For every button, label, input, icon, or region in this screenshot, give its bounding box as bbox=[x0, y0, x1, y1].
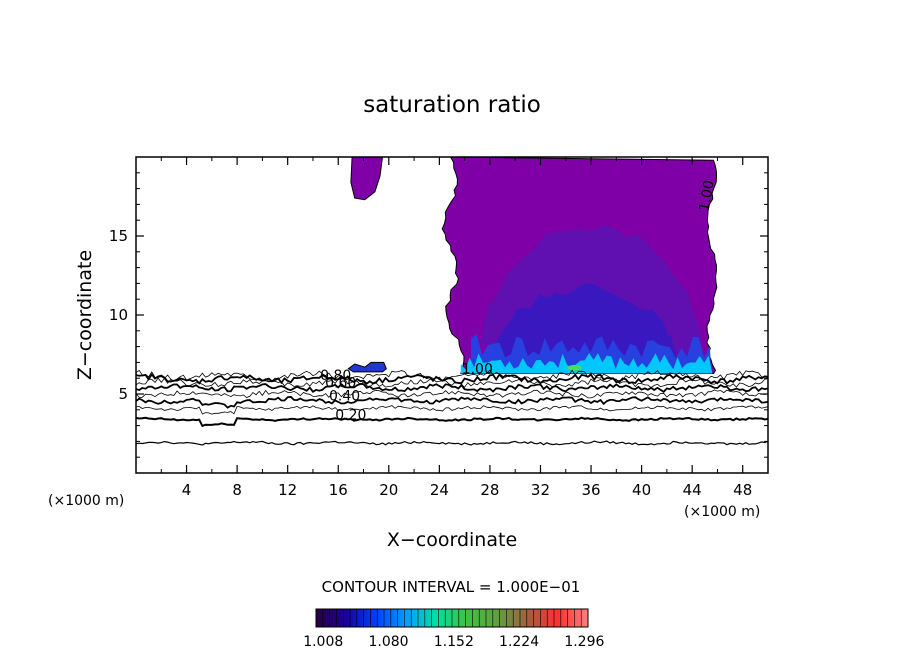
contour-label: 1.00 bbox=[697, 179, 718, 212]
colorbar-tick-label: 1.080 bbox=[368, 634, 408, 650]
contour-label: 1.00 bbox=[462, 361, 493, 377]
contour-line bbox=[136, 405, 768, 415]
cloud-region-peak bbox=[567, 364, 582, 371]
x-tick-label: 28 bbox=[480, 481, 499, 499]
contour-line bbox=[136, 416, 768, 428]
x-tick-label: 48 bbox=[733, 481, 752, 499]
contour-line bbox=[136, 382, 768, 393]
cloud-region-cyan bbox=[460, 353, 713, 374]
contour-labels: 0.800.600.40 0.20 1.00 1.00 bbox=[320, 179, 718, 423]
y-axis-ticks: 5 10 15 bbox=[109, 172, 768, 458]
y-tick-label: 15 bbox=[109, 227, 128, 245]
contour-label: 0.40 bbox=[329, 388, 360, 404]
y-tick-label: 10 bbox=[109, 306, 128, 324]
x-tick-label: 16 bbox=[329, 481, 348, 499]
y-axis-label: Z−coordinate bbox=[74, 250, 96, 380]
colorbar-ticks: 1.008 1.080 1.152 1.224 1.296 bbox=[303, 609, 604, 650]
contour-line bbox=[136, 440, 768, 446]
contour-label: 0.60 bbox=[325, 376, 356, 392]
x-tick-label: 8 bbox=[232, 481, 242, 499]
x-unit-right: (×1000 m) bbox=[684, 504, 760, 520]
chart-title: saturation ratio bbox=[363, 92, 541, 118]
x-tick-label: 36 bbox=[581, 481, 600, 499]
x-tick-label: 24 bbox=[430, 481, 449, 499]
x-tick-label: 12 bbox=[278, 481, 297, 499]
colorbar-tick-label: 1.008 bbox=[303, 634, 343, 650]
contour-label: 0.80 bbox=[320, 368, 351, 384]
contour-lines bbox=[136, 369, 768, 446]
x-tick-label: 32 bbox=[531, 481, 550, 499]
contour-line bbox=[136, 395, 768, 409]
contour-line bbox=[136, 369, 768, 382]
y-tick-label: 5 bbox=[118, 385, 128, 403]
contour-line bbox=[136, 372, 768, 385]
x-tick-label: 40 bbox=[632, 481, 651, 499]
cloud-region-plume bbox=[350, 157, 384, 201]
colorbar-tick-label: 1.296 bbox=[564, 634, 604, 650]
x-tick-label: 44 bbox=[683, 481, 702, 499]
x-axis-label: X−coordinate bbox=[387, 529, 517, 551]
x-unit-left: (×1000 m) bbox=[48, 493, 124, 509]
x-tick-label: 20 bbox=[379, 481, 398, 499]
x-tick-label: 4 bbox=[182, 481, 192, 499]
contour-label: 0.20 bbox=[335, 407, 366, 423]
cloud-region-small bbox=[347, 361, 387, 373]
colorbar-tick-label: 1.152 bbox=[434, 634, 474, 650]
colorbar-tick-label: 1.224 bbox=[499, 634, 539, 650]
x-axis-ticks: 4 8 12 16 20 24 28 32 36 40 44 48 bbox=[160, 157, 752, 499]
contour-interval-text: CONTOUR INTERVAL = 1.000E−01 bbox=[322, 578, 581, 596]
contour-line bbox=[136, 377, 768, 389]
filled-contours bbox=[347, 157, 718, 374]
contour-line bbox=[136, 389, 768, 399]
